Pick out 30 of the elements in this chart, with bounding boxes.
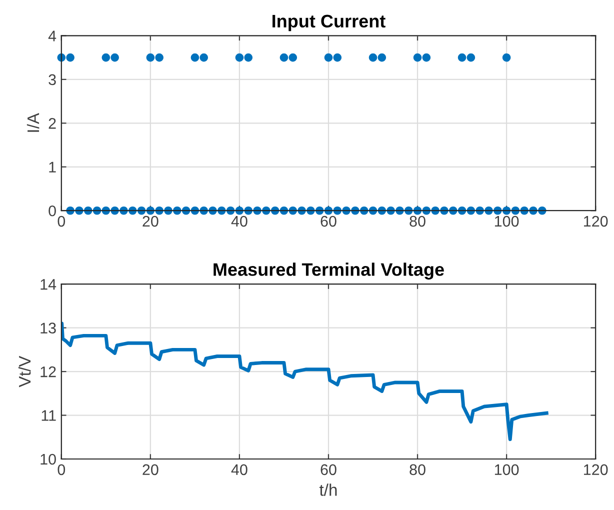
x-tick-label: 100 — [494, 464, 519, 476]
x-tick-label: 120 — [584, 216, 608, 227]
y-tick-label: 10 — [40, 454, 56, 465]
chart-title: Input Current — [272, 14, 386, 32]
y-tick-label: 13 — [40, 322, 56, 334]
x-tick-label: 40 — [231, 216, 248, 227]
x-tick-label: 20 — [142, 464, 158, 476]
x-axis-title: t/h — [319, 484, 337, 496]
y-tick-label: 0 — [48, 205, 56, 216]
y-tick-label: 1 — [49, 162, 56, 172]
x-tick-label: 0 — [58, 216, 66, 227]
y-tick-label: 3 — [48, 74, 56, 86]
y-tick-label: 4 — [48, 30, 56, 42]
x-tick-label: 20 — [142, 216, 158, 227]
x-tick-label: 100 — [494, 216, 519, 227]
x-tick-label: 120 — [584, 464, 608, 476]
y-axis-title: Vt/V — [18, 356, 31, 388]
line-series — [61, 322, 548, 442]
x-tick-label: 0 — [58, 464, 66, 476]
x-tick-label: 80 — [410, 464, 426, 476]
y-tick-label: 14 — [40, 279, 56, 290]
x-tick-label: 60 — [320, 216, 336, 227]
x-tick-label: 60 — [320, 464, 336, 476]
chart-title: Measured Terminal Voltage — [214, 262, 444, 280]
y-axis-title: I/A — [26, 113, 40, 132]
x-tick-label: 80 — [410, 216, 426, 227]
y-tick-label: 2 — [48, 118, 56, 129]
y-tick-label: 12 — [40, 366, 56, 378]
y-tick-label: 11 — [42, 410, 56, 421]
x-tick-label: 40 — [231, 464, 248, 476]
